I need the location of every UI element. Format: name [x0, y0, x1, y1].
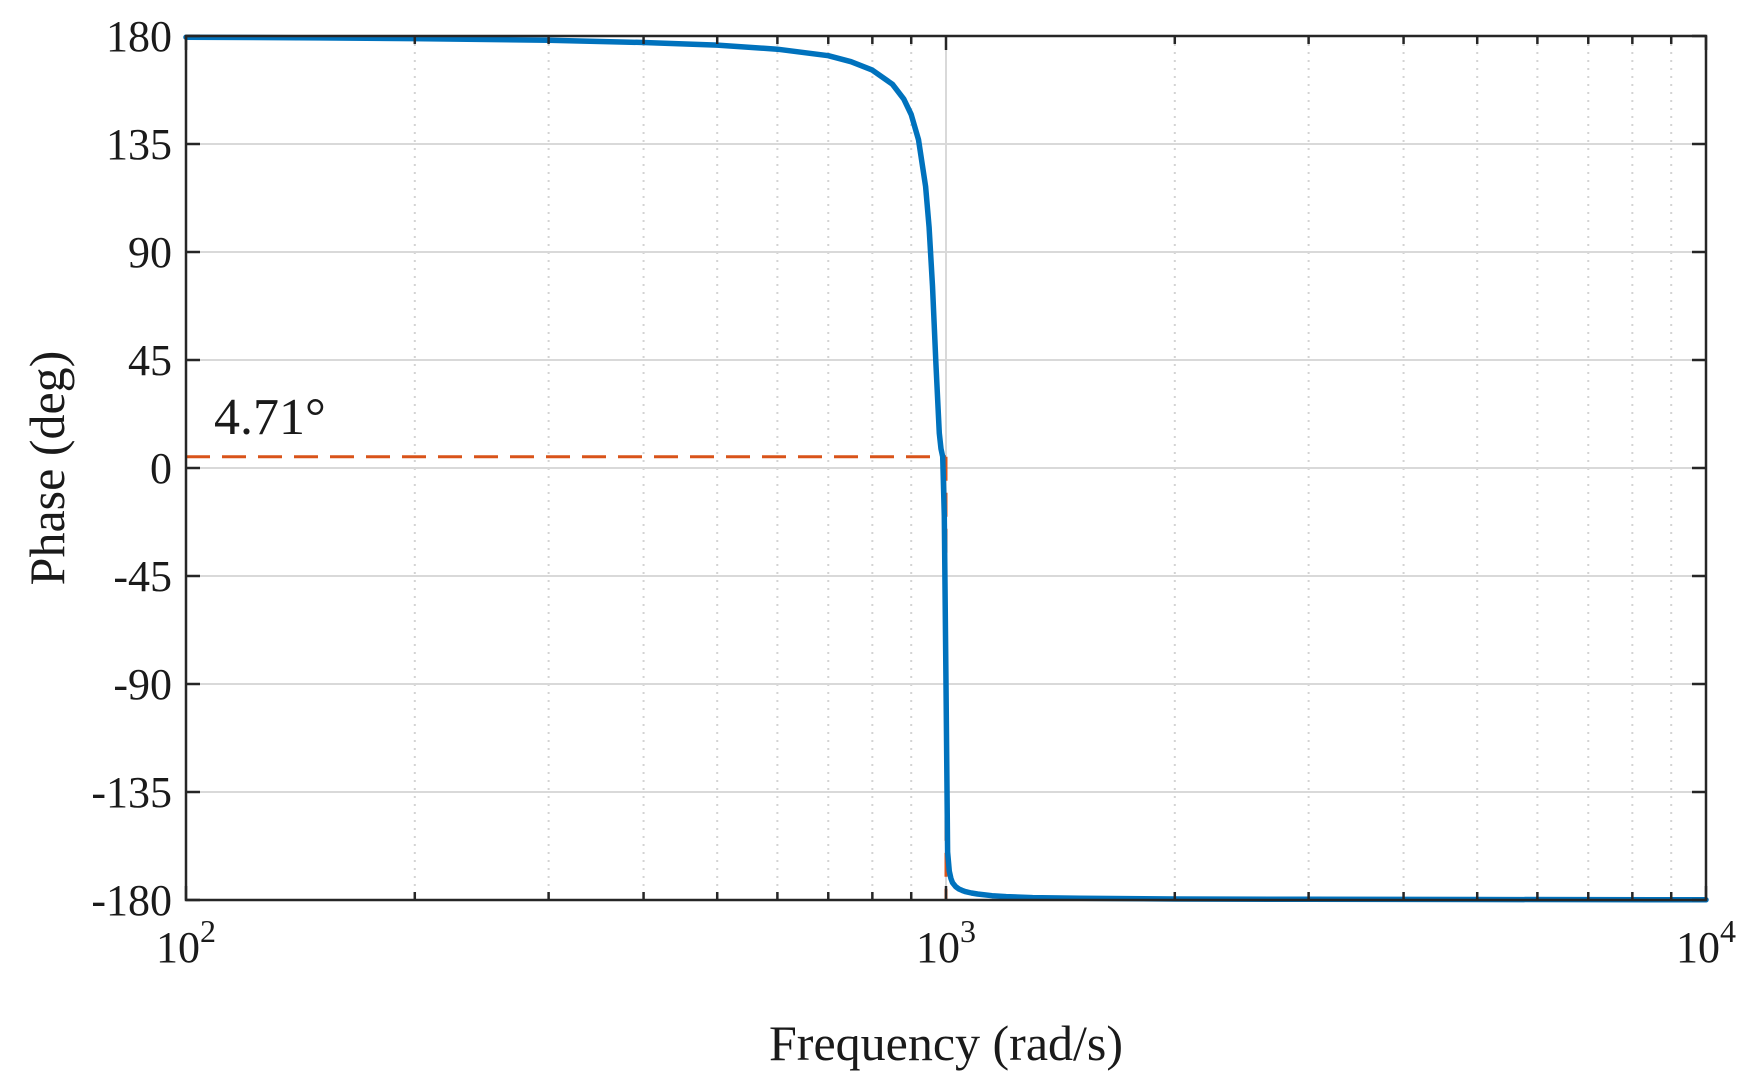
y-tick-labels: 180 135 90 45 0 -45 -90 -135 -180 — [91, 12, 172, 925]
x-tick-exponent: 2 — [200, 913, 216, 949]
y-tick-label: -135 — [91, 768, 172, 817]
y-axis-title: Phase (deg) — [19, 351, 75, 586]
x-tick-exponent: 3 — [960, 913, 976, 949]
y-tick-label: 90 — [128, 228, 172, 277]
y-tick-label: 180 — [106, 12, 172, 61]
x-axis-title: Frequency (rad/s) — [769, 1015, 1123, 1071]
y-tick-label: -90 — [113, 660, 172, 709]
y-tick-label: 45 — [128, 336, 172, 385]
y-tick-label: 0 — [150, 444, 172, 493]
phase-series-line — [183, 34, 1709, 903]
phase-annotation-label: 4.71° — [214, 389, 326, 446]
series — [183, 34, 1709, 903]
x-tick-labels: 102 103 104 — [156, 913, 1736, 972]
y-tick-label: -180 — [91, 876, 172, 925]
x-tick-label: 104 — [1676, 913, 1736, 972]
y-tick-label: -45 — [113, 552, 172, 601]
ticks — [184, 34, 1708, 902]
x-tick-exponent: 4 — [1720, 913, 1736, 949]
y-tick-label: 135 — [106, 120, 172, 169]
